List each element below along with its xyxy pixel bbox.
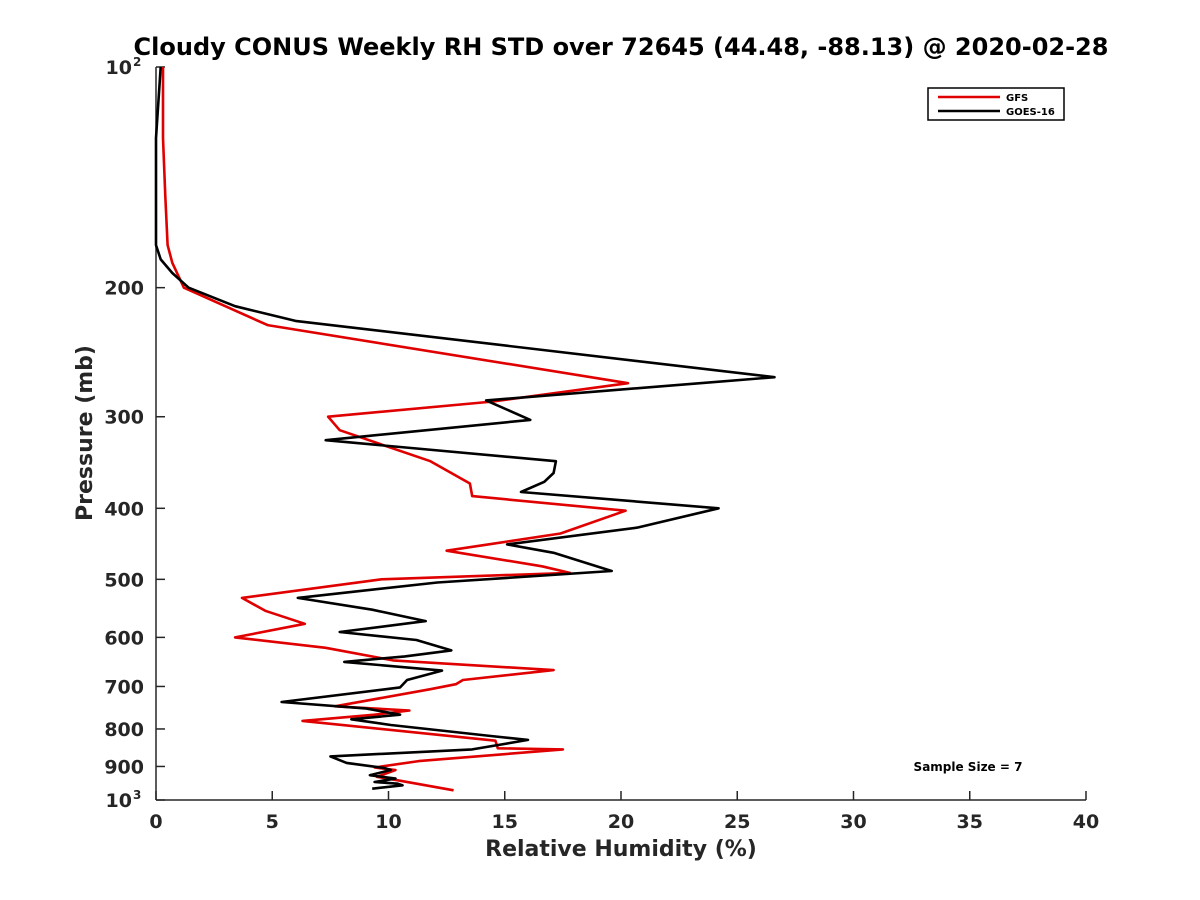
y-tick-label-base: 10: [106, 57, 132, 79]
x-tick-label: 0: [149, 811, 162, 833]
x-tick-label: 15: [492, 811, 518, 833]
y-tick-label: 800: [104, 719, 144, 741]
y-tick-label: 400: [104, 498, 144, 520]
sample-size-annotation: Sample Size = 7: [914, 760, 1023, 774]
chart-title: Cloudy CONUS Weekly RH STD over 72645 (4…: [134, 33, 1109, 61]
y-tick-label: 500: [104, 569, 144, 591]
x-tick-label: 20: [608, 811, 634, 833]
x-tick-label: 10: [375, 811, 401, 833]
legend-label-gfs: GFS: [1006, 93, 1028, 104]
y-axis-label: Pressure (mb): [73, 345, 98, 521]
x-tick-label: 35: [957, 811, 983, 833]
x-tick-label: 5: [266, 811, 279, 833]
x-tick-label: 30: [840, 811, 866, 833]
legend-label-goes-16: GOES-16: [1006, 107, 1055, 118]
y-tick-label-base: 10: [106, 790, 132, 812]
y-tick-label-exponent: 3: [133, 788, 141, 802]
x-tick-label: 40: [1073, 811, 1099, 833]
legend: GFS GOES-16: [927, 87, 1065, 121]
y-tick-label: 200: [104, 278, 144, 300]
y-tick-label: 600: [104, 627, 144, 649]
y-tick-label: 700: [104, 676, 144, 698]
series-line-gfs: [161, 67, 630, 792]
y-tick-label: 900: [104, 756, 144, 778]
series-group: [154, 66, 776, 792]
y-tick-label: 300: [104, 407, 144, 429]
legend-box: [927, 87, 1065, 121]
x-tick-label: 25: [724, 811, 750, 833]
y-tick-label-exponent: 2: [133, 55, 141, 69]
x-axis-label: Relative Humidity (%): [485, 837, 757, 862]
series-line-goes-16: [154, 66, 776, 790]
